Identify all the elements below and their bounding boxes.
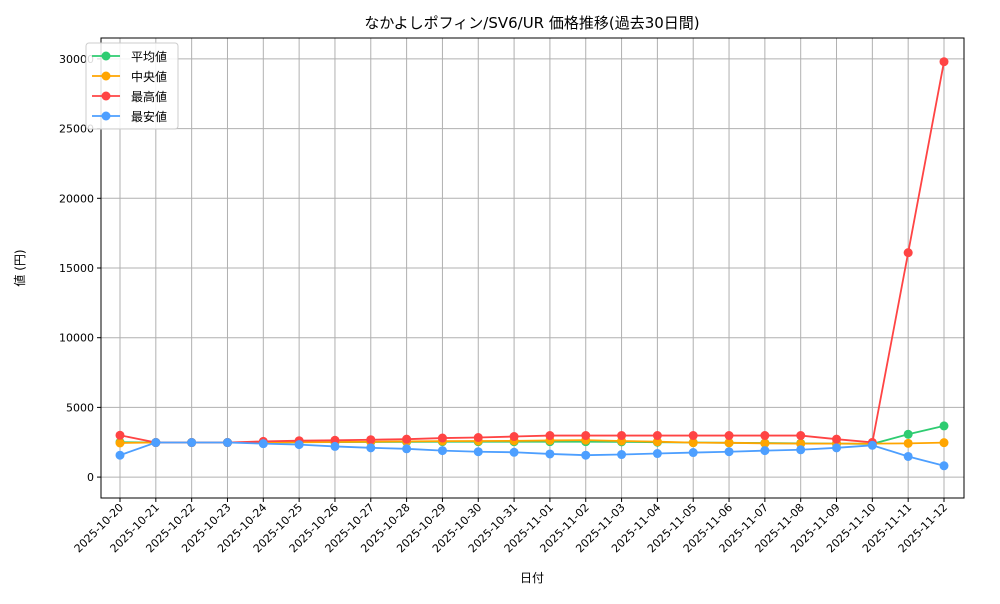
data-point	[724, 431, 734, 441]
series-line	[119, 61, 945, 444]
data-point	[473, 433, 483, 443]
data-point	[366, 435, 376, 445]
data-point	[115, 430, 125, 440]
data-point	[437, 433, 447, 443]
legend-marker	[101, 91, 111, 101]
data-point	[760, 446, 770, 456]
y-tick-label: 25000	[59, 123, 94, 136]
data-point	[939, 57, 949, 67]
chart-title: なかよしポフィン/SV6/UR 価格推移(過去30日間)	[364, 14, 699, 32]
data-point	[652, 449, 662, 459]
data-point	[796, 445, 806, 455]
data-point	[545, 449, 555, 459]
series-3	[115, 438, 949, 471]
data-point	[903, 451, 913, 461]
data-point	[760, 438, 770, 448]
legend-label: 中央値	[131, 69, 167, 84]
data-point	[115, 450, 125, 460]
legend-label: 平均値	[131, 49, 167, 64]
data-point	[581, 450, 591, 460]
data-point	[939, 421, 949, 431]
data-point	[832, 443, 842, 453]
data-point	[509, 432, 519, 442]
y-tick-label: 15000	[59, 262, 94, 275]
data-point	[760, 431, 770, 441]
data-point	[617, 450, 627, 460]
data-point	[617, 431, 627, 441]
data-point	[222, 438, 232, 448]
y-tick-label: 0	[87, 471, 94, 484]
data-point	[903, 429, 913, 439]
data-point	[509, 447, 519, 457]
legend-label: 最高値	[131, 89, 167, 104]
data-point	[402, 434, 412, 444]
data-point	[796, 431, 806, 441]
data-point	[151, 438, 161, 448]
x-axis-label: 日付	[520, 571, 544, 585]
y-tick-label: 10000	[59, 332, 94, 345]
data-point	[187, 438, 197, 448]
legend-marker	[101, 71, 111, 81]
data-point	[832, 434, 842, 444]
series-line	[119, 441, 945, 467]
data-point	[939, 461, 949, 471]
y-tick-label: 30000	[59, 53, 94, 66]
data-point	[652, 431, 662, 441]
data-point	[294, 440, 304, 450]
data-point	[581, 431, 591, 441]
y-tick-label: 20000	[59, 192, 94, 205]
data-point	[437, 446, 447, 456]
series-line	[119, 439, 945, 445]
data-point	[724, 438, 734, 448]
data-point	[545, 431, 555, 441]
y-axis-label: 値 (円)	[12, 249, 27, 286]
y-tick-label: 5000	[66, 401, 94, 414]
legend-label: 最安値	[131, 109, 167, 124]
data-point	[688, 438, 698, 448]
data-point	[473, 447, 483, 457]
data-point	[330, 441, 340, 451]
data-point	[258, 439, 268, 449]
series-2	[115, 57, 949, 448]
data-point	[366, 443, 376, 453]
data-point	[724, 447, 734, 457]
data-point	[867, 440, 877, 450]
data-point	[688, 431, 698, 441]
data-point	[903, 438, 913, 448]
legend-box	[85, 42, 179, 130]
data-point	[402, 444, 412, 454]
data-point	[939, 438, 949, 448]
data-point	[115, 438, 125, 448]
data-point	[903, 248, 913, 258]
data-point	[688, 448, 698, 458]
legend-marker	[101, 111, 111, 121]
legend-marker	[101, 51, 111, 61]
